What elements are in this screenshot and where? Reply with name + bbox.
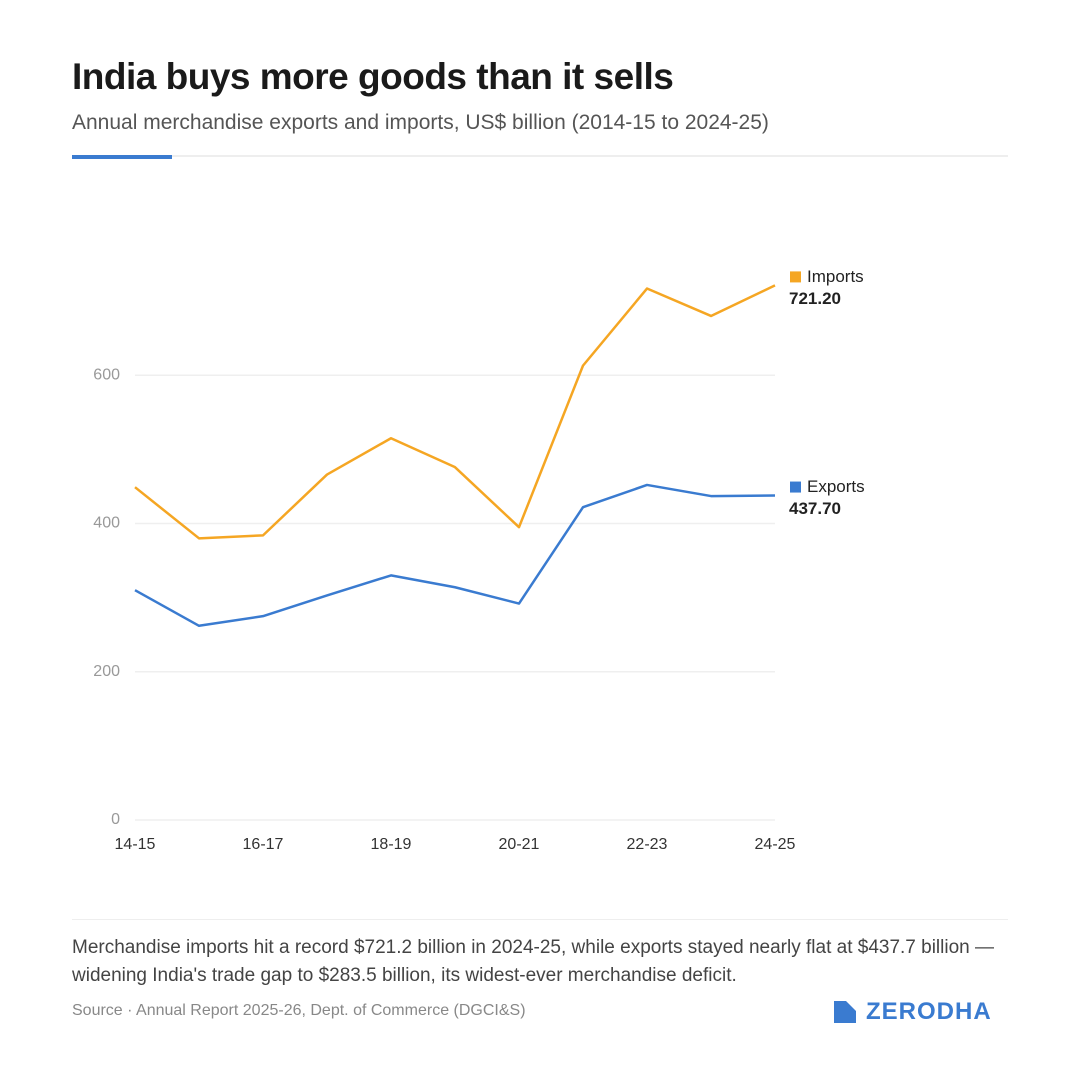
brand-name: ZERODHA bbox=[866, 998, 992, 1025]
series-line bbox=[134, 483, 776, 628]
x-tick-label: 18-19 bbox=[371, 836, 412, 853]
x-tick-label: 16-17 bbox=[243, 836, 284, 853]
footer-rule bbox=[72, 919, 1008, 920]
legend-label: Imports bbox=[807, 267, 864, 286]
value-label: 437.70 bbox=[789, 499, 841, 518]
legend-swatch bbox=[790, 271, 801, 283]
x-tick-label: 20-21 bbox=[499, 836, 540, 853]
legend-label: Exports bbox=[807, 477, 865, 496]
header-accent bbox=[72, 155, 172, 159]
brand-icon bbox=[834, 1001, 856, 1023]
x-tick-label: 14-15 bbox=[115, 836, 156, 853]
y-tick-label: 200 bbox=[93, 663, 120, 680]
chart-title: India buys more goods than it sells bbox=[72, 56, 674, 97]
y-tick-label: 600 bbox=[93, 366, 120, 383]
value-label: 721.20 bbox=[789, 289, 841, 308]
series-line bbox=[134, 284, 776, 540]
header-rule bbox=[72, 155, 1008, 157]
brand: ZERODHA bbox=[834, 998, 992, 1026]
chart-subtitle: Annual merchandise exports and imports, … bbox=[72, 111, 769, 134]
y-tick-label: 400 bbox=[93, 515, 120, 532]
source: Source · Annual Report 2025-26, Dept. of… bbox=[72, 1002, 526, 1019]
legend-swatch bbox=[790, 481, 801, 493]
chart: 0 200 400 600 14-15 16-17 18-19 20-21 22-23 24-25… bbox=[93, 267, 865, 853]
x-tick-label: 24-25 bbox=[755, 836, 796, 853]
x-tick-label: 22-23 bbox=[627, 836, 668, 853]
y-tick-label: 0 bbox=[111, 811, 120, 828]
note: Merchandise imports hit a record $721.2 … bbox=[72, 937, 995, 986]
